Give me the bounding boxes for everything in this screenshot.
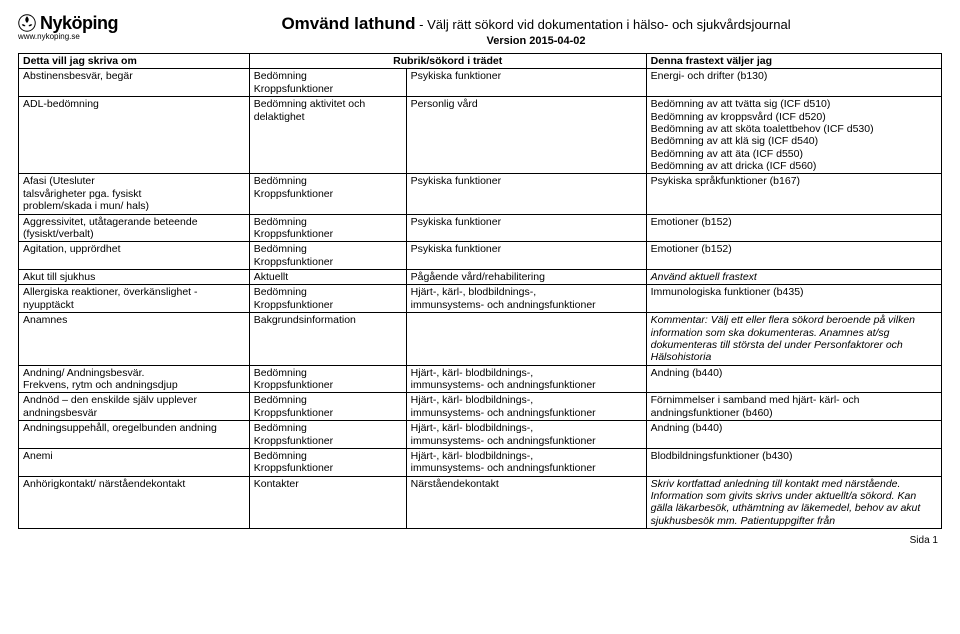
table-cell: Blodbildningsfunktioner (b430) [646,448,941,476]
table-cell: BedömningKroppsfunktioner [249,69,406,97]
table-cell: BedömningKroppsfunktioner [249,214,406,242]
table-row: Akut till sjukhusAktuelltPågående vård/r… [19,270,942,285]
table-cell: Använd aktuell frastext [646,270,941,285]
logo: Nyköping www.nykoping.se [18,14,118,41]
version: Version 2015-04-02 [130,35,942,47]
table-cell: Personlig vård [406,97,646,174]
table-row: Andnöd – den enskilde själv upplever and… [19,393,942,421]
table-cell [406,313,646,366]
lookup-table: Detta vill jag skriva om Rubrik/sökord i… [18,53,942,529]
table-row: AnemiBedömningKroppsfunktionerHjärt-, kä… [19,448,942,476]
table-cell: Hjärt-, kärl- blodbildnings-,immunsystem… [406,421,646,449]
table-cell: Allergiska reaktioner, överkänslighet - … [19,285,250,313]
main-title-bold: Omvänd lathund [281,14,415,33]
table-row: Abstinensbesvär, begärBedömningKroppsfun… [19,69,942,97]
col-3-header: Denna frastext väljer jag [646,54,941,69]
table-cell: BedömningKroppsfunktioner [249,365,406,393]
col-1-header: Detta vill jag skriva om [19,54,250,69]
table-cell: BedömningKroppsfunktioner [249,242,406,270]
table-cell: Hjärt-, kärl- blodbildnings-,immunsystem… [406,365,646,393]
table-cell: Psykiska funktioner [406,242,646,270]
table-cell: Hjärt-, kärl- blodbildnings-,immunsystem… [406,393,646,421]
table-cell: Kommentar: Välj ett eller flera sökord b… [646,313,941,366]
table-row: Afasi (Uteslutertalsvårigheter pga. fysi… [19,174,942,214]
table-cell: Energi- och drifter (b130) [646,69,941,97]
logo-icon [18,14,36,32]
table-cell: Kontakter [249,476,406,529]
table-cell: BedömningKroppsfunktioner [249,448,406,476]
table-cell: Andning/ Andningsbesvär.Frekvens, rytm o… [19,365,250,393]
table-row: Allergiska reaktioner, överkänslighet - … [19,285,942,313]
table-cell: Bakgrundsinformation [249,313,406,366]
table-cell: Bedömning av att tvätta sig (ICF d510)Be… [646,97,941,174]
table-cell: Psykiska språkfunktioner (b167) [646,174,941,214]
table-cell: Immunologiska funktioner (b435) [646,285,941,313]
table-cell: Förnimmelser i samband med hjärt- kärl- … [646,393,941,421]
logo-text: Nyköping [40,14,118,32]
table-cell: Aggressivitet, utåtagerande beteende (fy… [19,214,250,242]
title-block: Omvänd lathund - Välj rätt sökord vid do… [130,14,942,47]
main-title-rest: - Välj rätt sökord vid dokumentation i h… [416,17,791,32]
table-cell: Psykiska funktioner [406,174,646,214]
table-cell: Anemi [19,448,250,476]
col-2-header: Rubrik/sökord i trädet [249,54,646,69]
table-cell: Akut till sjukhus [19,270,250,285]
table-cell: Emotioner (b152) [646,214,941,242]
table-row: AnamnesBakgrundsinformation Kommentar: Vä… [19,313,942,366]
table-cell: Emotioner (b152) [646,242,941,270]
table-row: Agitation, upprördhetBedömningKroppsfunk… [19,242,942,270]
table-cell: Närståendekontakt [406,476,646,529]
table-cell: Afasi (Uteslutertalsvårigheter pga. fysi… [19,174,250,214]
table-cell: Agitation, upprördhet [19,242,250,270]
table-cell: Anhörigkontakt/ närståendekontakt [19,476,250,529]
table-cell: ADL-bedömning [19,97,250,174]
page-number: Sida 1 [18,535,942,546]
table-row: Andningsuppehåll, oregelbunden andningBe… [19,421,942,449]
table-cell: Hjärt-, kärl- blodbildnings-,immunsystem… [406,448,646,476]
table-cell: BedömningKroppsfunktioner [249,285,406,313]
table-header-row: Detta vill jag skriva om Rubrik/sökord i… [19,54,942,69]
table-row: Andning/ Andningsbesvär.Frekvens, rytm o… [19,365,942,393]
table-row: Anhörigkontakt/ närståendekontaktKontakt… [19,476,942,529]
table-row: Aggressivitet, utåtagerande beteende (fy… [19,214,942,242]
table-cell: Andning (b440) [646,421,941,449]
logo-url: www.nykoping.se [18,33,118,41]
table-cell: Anamnes [19,313,250,366]
table-cell: Andning (b440) [646,365,941,393]
page-header: Nyköping www.nykoping.se Omvänd lathund … [18,14,942,47]
table-cell: Andningsuppehåll, oregelbunden andning [19,421,250,449]
table-cell: BedömningKroppsfunktioner [249,174,406,214]
table-cell: BedömningKroppsfunktioner [249,421,406,449]
table-cell: BedömningKroppsfunktioner [249,393,406,421]
table-cell: Aktuellt [249,270,406,285]
table-row: ADL-bedömningBedömning aktivitet och del… [19,97,942,174]
table-cell: Andnöd – den enskilde själv upplever and… [19,393,250,421]
table-cell: Pågående vård/rehabilitering [406,270,646,285]
table-cell: Psykiska funktioner [406,214,646,242]
table-cell: Bedömning aktivitet och delaktighet [249,97,406,174]
table-cell: Abstinensbesvär, begär [19,69,250,97]
table-cell: Skriv kortfattad anledning till kontakt … [646,476,941,529]
table-cell: Psykiska funktioner [406,69,646,97]
table-cell: Hjärt-, kärl-, blodbildnings-,immunsyste… [406,285,646,313]
